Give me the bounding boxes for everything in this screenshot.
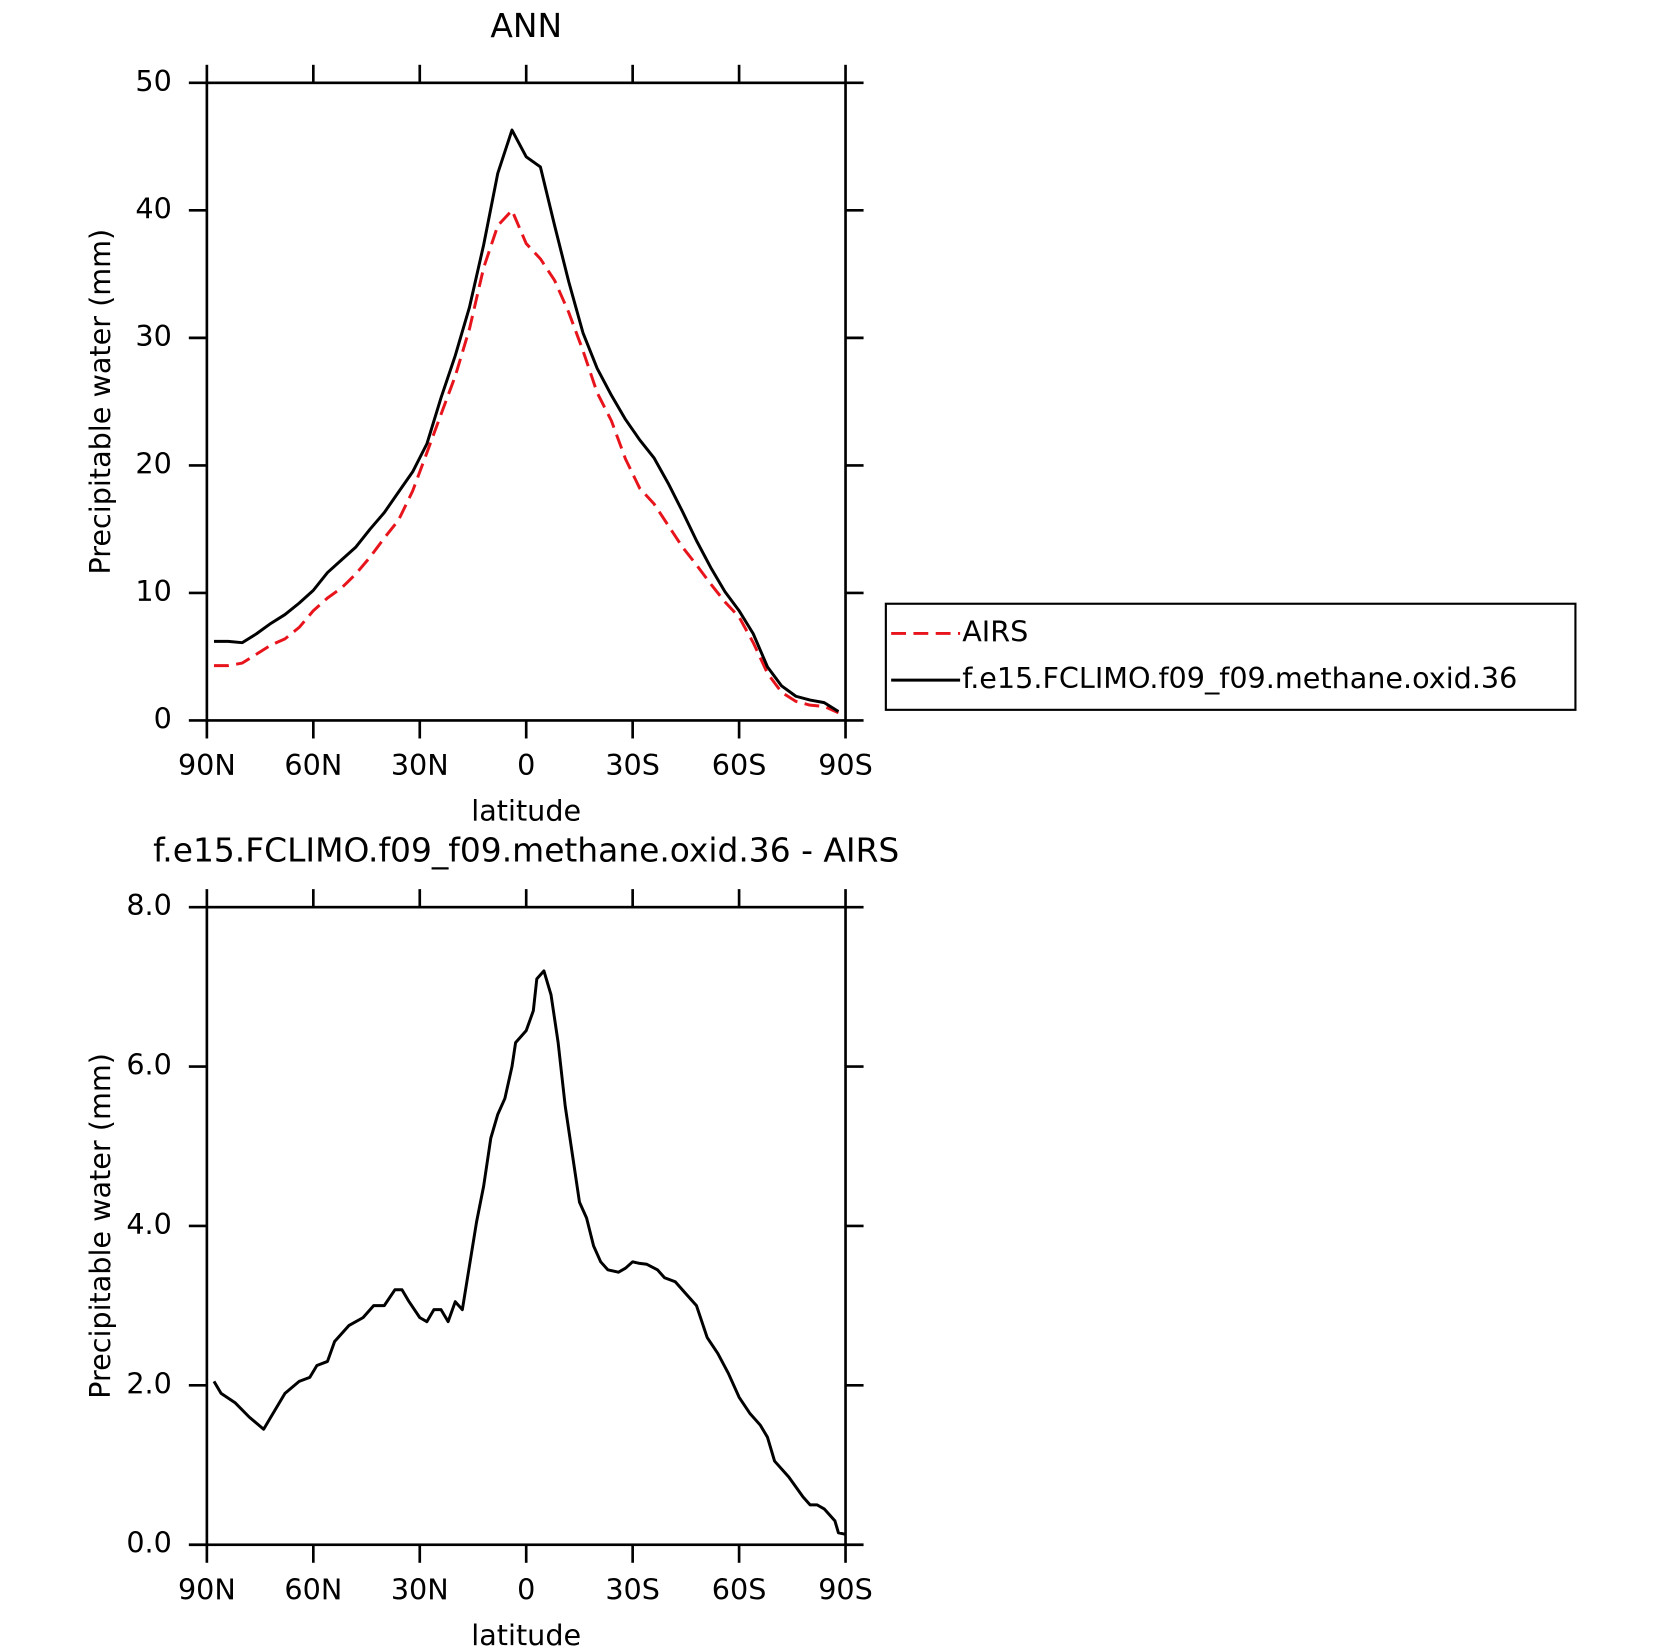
- x-tick-label: 0: [517, 748, 535, 782]
- data-line: [213, 128, 840, 713]
- y-tick-label: 40: [135, 191, 171, 225]
- y-tick-label: 30: [135, 319, 171, 353]
- y-axis-label: Precipitable water (mm): [83, 1053, 117, 1399]
- y-tick-label: 20: [135, 446, 171, 480]
- x-tick-label: 60N: [284, 748, 342, 782]
- x-tick-label: 0: [517, 1572, 535, 1606]
- x-axis-label: latitude: [471, 1618, 581, 1652]
- plot-frame: [205, 81, 847, 722]
- x-tick-label: 60S: [712, 748, 767, 782]
- y-tick-label: 50: [135, 64, 171, 98]
- x-tick-label: 90N: [178, 748, 236, 782]
- y-tick-label: 2.0: [126, 1366, 172, 1400]
- plot-frame: [205, 905, 847, 1547]
- chart-title: f.e15.FCLIMO.f09_f09.methane.oxid.36 - A…: [153, 830, 899, 869]
- x-tick-label: 30S: [605, 748, 660, 782]
- legend-box: [884, 602, 1577, 711]
- x-tick-label: 90N: [178, 1572, 236, 1606]
- x-tick-label: 90S: [818, 748, 873, 782]
- y-tick-label: 8.0: [126, 888, 172, 922]
- legend-label: f.e15.FCLIMO.f09_f09.methane.oxid.36: [962, 661, 1517, 695]
- y-axis-label: Precipitable water (mm): [83, 229, 117, 575]
- x-axis-label: latitude: [471, 794, 581, 828]
- x-tick-label: 30N: [391, 1572, 449, 1606]
- x-tick-label: 60S: [712, 1572, 767, 1606]
- x-tick-label: 60N: [284, 1572, 342, 1606]
- legend-label: AIRS: [962, 614, 1028, 648]
- data-line: [212, 969, 846, 1536]
- y-tick-label: 6.0: [126, 1048, 172, 1082]
- data-line: [213, 208, 840, 715]
- chart-title: ANN: [490, 6, 562, 45]
- x-tick-label: 90S: [818, 1572, 873, 1606]
- y-tick-label: 0: [154, 701, 172, 735]
- y-tick-label: 10: [135, 574, 171, 608]
- y-tick-label: 4.0: [126, 1207, 172, 1241]
- y-tick-label: 0.0: [126, 1526, 172, 1560]
- x-tick-label: 30S: [605, 1572, 660, 1606]
- x-tick-label: 30N: [391, 748, 449, 782]
